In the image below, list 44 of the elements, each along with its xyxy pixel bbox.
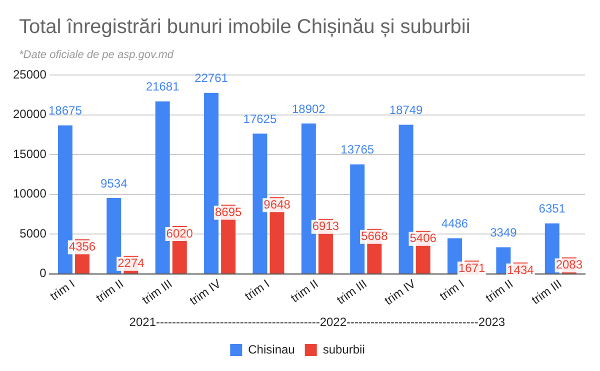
y-tick-label: 25000	[12, 67, 47, 82]
data-label: 4356	[68, 240, 96, 254]
data-label: 2274	[118, 256, 145, 270]
x-tick-label: trim IV	[382, 276, 418, 308]
y-tick-label: 5000	[20, 226, 47, 240]
x-tick-label: trim III	[139, 276, 175, 308]
data-label: 9648	[264, 197, 291, 212]
data-label: 5668	[361, 229, 388, 244]
x-tick-label: trim I	[242, 276, 272, 304]
data-label: 4486	[441, 216, 468, 231]
x-axis-title: 2021-----------------------------------------2022---------------------------------2023	[129, 315, 506, 330]
data-label: 1434	[507, 262, 534, 277]
x-tick-label: trim I	[437, 276, 467, 304]
data-label: 9534	[100, 176, 128, 190]
data-label: 5406	[410, 231, 437, 246]
data-label: 18675	[48, 104, 82, 118]
data-label: 13765	[340, 142, 374, 157]
x-tick-label: trim I	[47, 276, 78, 304]
legend-label: Chisinau	[248, 342, 295, 356]
x-tick-label: trim III	[528, 276, 564, 308]
data-label: 2083	[556, 258, 583, 272]
data-label: 8695	[214, 205, 242, 220]
data-label: 21681	[146, 80, 180, 94]
chart-subtitle: *Date oficiale de pe asp.gov.md	[19, 49, 174, 61]
x-tick-label: trim II	[288, 276, 321, 306]
data-label: 6351	[538, 202, 566, 216]
y-tick-label: 20000	[12, 107, 47, 122]
data-label: 1671	[458, 260, 486, 275]
data-label: 17625	[243, 112, 277, 126]
data-label: 18749	[389, 103, 424, 118]
data-label: 6020	[166, 226, 194, 240]
x-tick-label: trim II	[93, 276, 126, 306]
x-tick-label: trim IV	[186, 276, 224, 308]
data-label: 3349	[490, 226, 518, 240]
chart-title: Total înregistrări bunuri imobile Chișinău și suburbii	[19, 16, 470, 39]
y-tick-label: 0	[40, 266, 47, 280]
x-tick-label: trim II	[482, 276, 516, 306]
x-tick-label: trim III	[334, 276, 370, 308]
data-label: 18902	[292, 102, 326, 116]
data-label: 22761	[194, 71, 228, 86]
y-tick-label: 10000	[12, 186, 47, 201]
legend-label: suburbii	[322, 342, 365, 356]
data-label: 6913	[312, 219, 340, 234]
y-tick-label: 15000	[12, 146, 47, 161]
